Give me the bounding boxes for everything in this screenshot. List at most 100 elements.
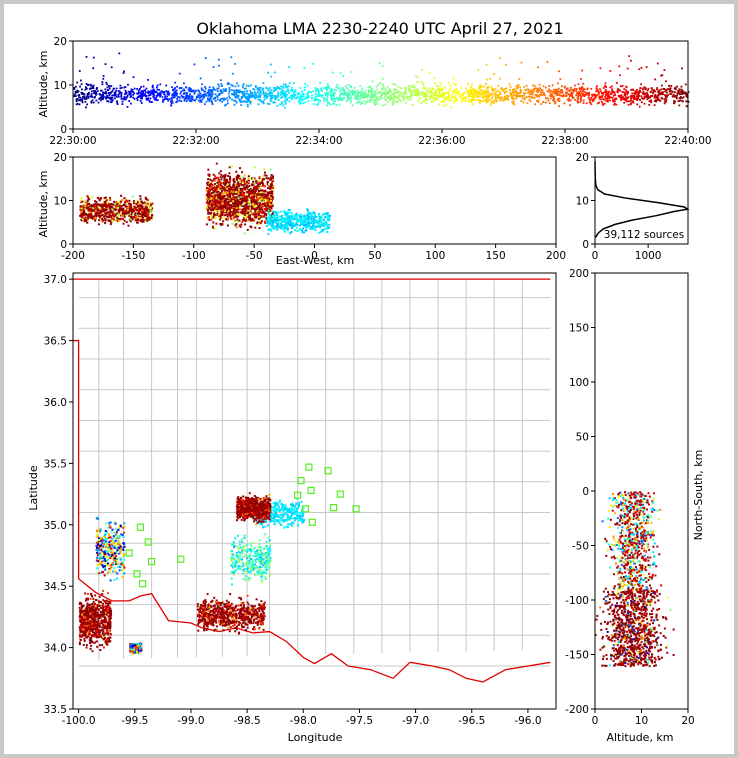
ew-point <box>80 207 83 210</box>
time-height-point <box>326 100 329 102</box>
ew-point <box>139 207 141 210</box>
time-height-point <box>422 95 425 98</box>
time-height-point <box>307 92 309 94</box>
time-height-point <box>490 102 493 104</box>
time-height-point <box>197 99 200 102</box>
time-height-point <box>577 95 580 98</box>
ew-point <box>245 200 248 203</box>
time-height-point <box>399 91 401 93</box>
time-height-point <box>279 103 281 106</box>
time-height-point <box>312 90 315 93</box>
time-height-point <box>210 89 213 92</box>
time-height-point <box>389 94 392 97</box>
time-height-point <box>504 97 506 100</box>
time-height-point <box>288 66 290 68</box>
time-height-point <box>219 98 222 100</box>
time-height-point <box>664 94 667 97</box>
ew-point <box>90 211 93 214</box>
ew-point <box>224 207 227 210</box>
time-height-point <box>354 91 357 94</box>
time-height-point <box>592 100 594 102</box>
ew-point <box>234 189 237 192</box>
ew-point <box>143 209 146 212</box>
time-height-point <box>444 92 447 94</box>
ew-point <box>141 208 144 211</box>
ew-point <box>212 226 214 229</box>
time-height-point <box>594 94 597 97</box>
time-height-point <box>408 90 411 92</box>
ew-point <box>278 224 281 227</box>
time-height-point <box>479 84 482 86</box>
time-height-point <box>550 93 552 95</box>
time-height-point <box>579 101 582 103</box>
time-height-point <box>639 98 641 101</box>
time-height-point <box>253 91 256 93</box>
time-height-point <box>489 93 492 95</box>
time-height-point <box>200 100 203 103</box>
time-height-point <box>504 92 506 95</box>
ew-point <box>211 216 214 219</box>
time-height-point <box>667 88 670 90</box>
time-height-point <box>170 97 173 100</box>
ew-point <box>217 197 220 200</box>
time-height-point <box>73 93 76 96</box>
time-height-point <box>316 103 319 106</box>
ew-point <box>101 203 104 206</box>
time-height-point <box>277 93 280 96</box>
time-height-point <box>313 99 316 102</box>
time-height-point <box>641 88 644 91</box>
ew-point <box>214 177 217 180</box>
time-height-point <box>110 66 113 69</box>
time-height-point <box>680 99 682 102</box>
time-height-point <box>106 86 109 89</box>
time-height-point <box>678 93 681 96</box>
ew-point <box>90 204 93 207</box>
ew-point <box>238 175 241 178</box>
time-height-point <box>397 97 400 100</box>
ew-point <box>293 218 296 221</box>
time-height-point <box>549 97 552 100</box>
time-height-point <box>426 95 428 97</box>
time-height-point <box>464 97 467 99</box>
time-height-point <box>394 96 397 99</box>
ew-point <box>144 215 147 217</box>
ew-point <box>213 178 216 181</box>
ew-point <box>226 224 229 227</box>
ew-point <box>238 206 241 209</box>
time-height-point <box>453 82 455 85</box>
time-height-point <box>170 100 172 103</box>
time-height-point <box>81 101 84 104</box>
ew-point <box>137 206 140 209</box>
time-height-point <box>483 91 485 93</box>
time-height-point <box>554 102 556 105</box>
time-height-point <box>236 95 239 97</box>
ew-point <box>301 220 304 223</box>
ew-point <box>224 204 227 207</box>
time-height-point <box>139 88 141 90</box>
ew-point <box>252 183 255 186</box>
time-height-point <box>614 102 616 105</box>
time-height-point <box>325 92 328 95</box>
ew-point <box>216 185 219 188</box>
time-height-point <box>495 93 498 96</box>
ew-point <box>145 209 148 212</box>
time-height-point <box>280 90 283 93</box>
time-height-point <box>588 91 591 94</box>
time-height-point <box>580 95 583 97</box>
time-height-point <box>424 97 427 100</box>
time-height-point <box>384 103 387 106</box>
ew-point <box>222 216 225 219</box>
time-height-point <box>434 91 437 94</box>
ew-point <box>79 205 82 208</box>
time-height-point <box>523 94 525 97</box>
ew-point <box>255 209 258 212</box>
time-height-point <box>348 91 350 94</box>
time-height-point <box>441 94 443 96</box>
time-height-point <box>190 99 193 102</box>
ew-point <box>210 197 213 200</box>
time-height-point <box>293 82 295 84</box>
time-height-point <box>273 71 276 74</box>
time-height-point <box>149 92 152 95</box>
time-height-point <box>393 92 395 95</box>
time-height-point <box>188 97 191 99</box>
